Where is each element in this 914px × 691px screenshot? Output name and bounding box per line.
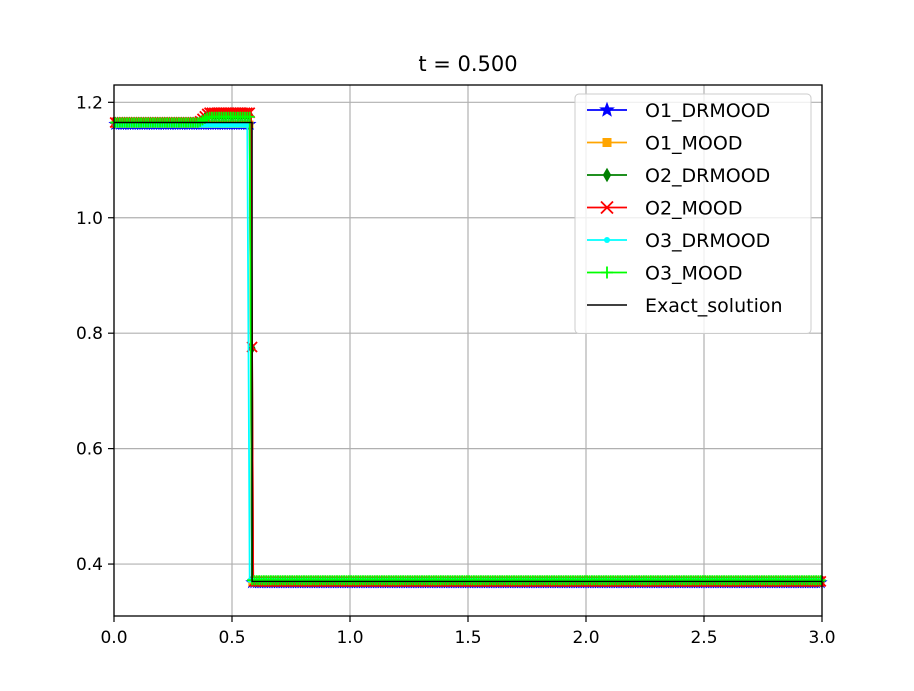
legend-label: O3_MOOD (645, 263, 742, 285)
legend-entry: O2_DRMOOD (587, 165, 770, 187)
y-tick-label: 0.6 (76, 440, 103, 460)
legend-label: O1_DRMOOD (645, 100, 770, 122)
legend-entry: O2_MOOD (587, 198, 742, 220)
y-tick-label: 0.8 (76, 324, 103, 344)
legend-label: O2_MOOD (645, 198, 742, 220)
legend-entry: Exact_solution (587, 295, 783, 317)
legend-label: O2_DRMOOD (645, 165, 770, 187)
legend: O1_DRMOOD O1_MOOD O2_DRMOOD O2_MOOD O3_DRMOO… (574, 93, 812, 334)
legend-label: O1_MOOD (645, 133, 742, 155)
square-marker (602, 138, 612, 147)
series-exact-solution (114, 121, 822, 583)
series-line (114, 121, 822, 583)
chart-title: t = 0.500 (418, 52, 517, 76)
star-marker (599, 101, 615, 117)
series-layer (108, 107, 828, 589)
x-marker (600, 200, 614, 215)
x-tick-label: 3.0 (808, 628, 835, 648)
y-tick-label: 1.2 (76, 93, 103, 113)
x-tick-label: 1.0 (336, 628, 363, 648)
axes: 0.0 0.5 1.0 1.5 2.0 2.5 3.0 0.4 0.6 0.8 1.0 1.2 (76, 84, 836, 648)
point-marker (244, 122, 250, 128)
legend-entry: O1_DRMOOD (587, 100, 770, 122)
x-tick-label: 0.0 (100, 628, 127, 648)
plus-marker (601, 266, 613, 279)
plus-marker (815, 575, 826, 586)
plus-marker (244, 111, 255, 122)
point-marker (604, 237, 610, 243)
x-tick-label: 2.5 (690, 628, 717, 648)
legend-entry: O3_DRMOOD (587, 230, 770, 252)
legend-box (574, 93, 812, 334)
diamond-marker (602, 167, 612, 183)
legend-label: O3_DRMOOD (645, 230, 770, 252)
y-tick-label: 0.4 (76, 555, 103, 575)
x-tick-label: 1.5 (454, 628, 481, 648)
legend-entry: O1_MOOD (587, 133, 742, 155)
legend-label: Exact_solution (645, 295, 783, 317)
x-tick-label: 0.5 (218, 628, 245, 648)
y-tick-label: 1.0 (76, 209, 103, 229)
legend-entry: O3_MOOD (587, 263, 742, 285)
x-tick-label: 2.0 (572, 628, 599, 648)
